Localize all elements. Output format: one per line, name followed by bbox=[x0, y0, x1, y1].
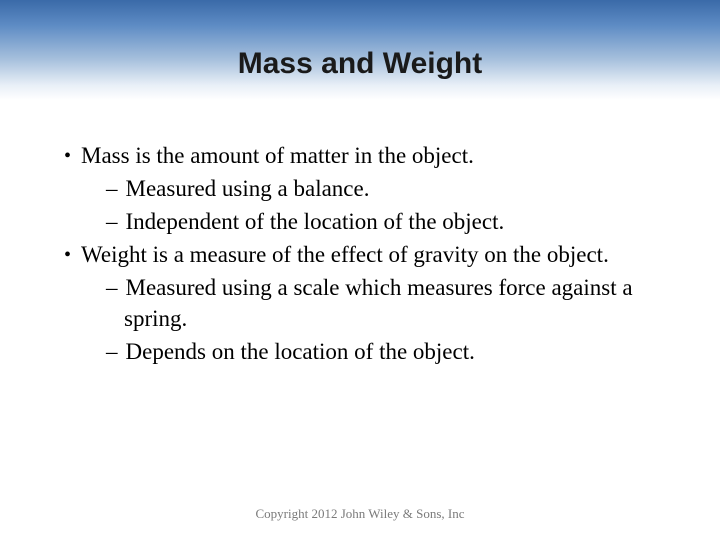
bullet-item: Measured using a scale which measures fo… bbox=[50, 272, 670, 334]
bullet-item: Measured using a balance. bbox=[50, 173, 670, 204]
header-band: Mass and Weight bbox=[0, 0, 720, 100]
bullet-item: Mass is the amount of matter in the obje… bbox=[50, 140, 670, 171]
slide-title: Mass and Weight bbox=[238, 47, 482, 81]
slide-content: Mass is the amount of matter in the obje… bbox=[0, 100, 720, 367]
copyright-footer: Copyright 2012 John Wiley & Sons, Inc bbox=[0, 506, 720, 522]
bullet-item: Depends on the location of the object. bbox=[50, 336, 670, 367]
bullet-item: Weight is a measure of the effect of gra… bbox=[50, 239, 670, 270]
bullet-item: Independent of the location of the objec… bbox=[50, 206, 670, 237]
